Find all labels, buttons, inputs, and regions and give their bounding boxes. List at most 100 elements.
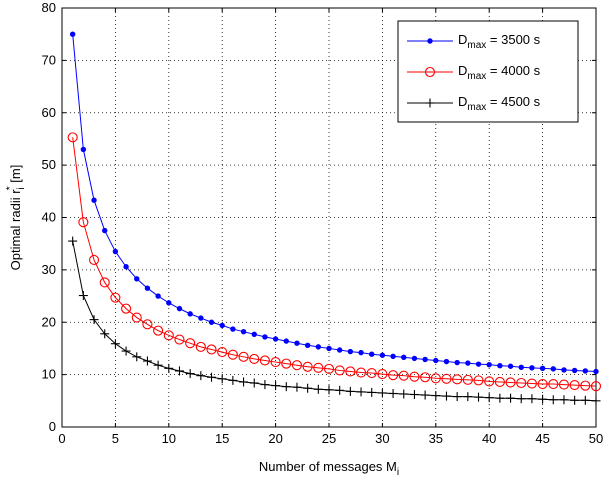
data-point	[67, 132, 78, 143]
data-point	[228, 375, 238, 385]
data-point	[591, 396, 601, 406]
data-point	[313, 362, 324, 373]
y-tick-label: 60	[42, 105, 56, 120]
data-point	[335, 385, 345, 395]
x-tick-label: 20	[268, 431, 282, 446]
data-point	[155, 293, 161, 299]
data-point	[153, 325, 164, 336]
data-point	[123, 264, 129, 270]
data-point	[249, 353, 260, 364]
legend-label: Dmax = 4500 s	[458, 94, 541, 113]
y-tick-label: 10	[42, 367, 56, 382]
x-tick-label: 40	[482, 431, 496, 446]
data-point	[78, 291, 88, 301]
x-tick-label: 15	[215, 431, 229, 446]
data-point	[303, 383, 313, 393]
data-point	[270, 357, 281, 368]
data-point	[281, 358, 292, 369]
data-point	[304, 342, 311, 348]
data-point	[356, 387, 366, 397]
data-point	[185, 369, 195, 379]
x-tick-label: 10	[162, 431, 176, 446]
data-point	[174, 366, 184, 376]
data-point	[388, 370, 399, 381]
data-point	[174, 334, 185, 345]
series	[67, 31, 602, 406]
data-point	[537, 379, 548, 390]
data-point	[163, 330, 174, 341]
data-point	[424, 66, 436, 78]
data-point	[80, 146, 87, 153]
data-point	[366, 368, 377, 379]
data-point	[259, 355, 270, 366]
data-point	[454, 359, 460, 366]
data-point	[217, 374, 227, 384]
data-point	[474, 392, 484, 402]
data-point	[431, 391, 441, 401]
legend-entry-3: Dmax = 4500 s	[407, 94, 541, 113]
data-point	[271, 381, 281, 391]
data-point	[516, 377, 527, 389]
legend-label-rest: = 3500 s	[486, 32, 540, 47]
data-point	[401, 354, 407, 361]
x-axis-label-sub: i	[397, 467, 399, 478]
data-point	[238, 351, 249, 362]
data-point	[345, 386, 355, 396]
data-point	[529, 365, 535, 371]
data-point	[355, 367, 367, 378]
data-point	[411, 355, 418, 362]
data-point	[272, 336, 279, 342]
data-point	[227, 349, 238, 360]
data-point	[78, 217, 89, 228]
data-point	[369, 351, 375, 357]
data-point	[358, 349, 364, 356]
x-tick-label: 35	[429, 431, 443, 446]
y-tick-label: 40	[42, 210, 56, 225]
data-point	[240, 328, 247, 335]
data-point	[153, 360, 163, 370]
data-point	[561, 367, 567, 373]
data-point	[89, 315, 99, 325]
data-point	[409, 371, 420, 382]
data-point	[142, 356, 152, 366]
data-point	[251, 331, 257, 337]
data-point	[550, 366, 556, 372]
x-tick-label: 5	[112, 431, 119, 446]
data-point	[497, 363, 503, 369]
data-point	[398, 370, 409, 381]
data-point	[100, 329, 110, 339]
data-point	[99, 277, 110, 288]
data-point	[388, 388, 398, 398]
legend-label-rest: = 4500 s	[486, 94, 540, 109]
data-point	[377, 388, 387, 398]
data-point	[422, 356, 428, 363]
data-point	[313, 384, 323, 394]
data-point	[249, 378, 259, 388]
data-point	[217, 347, 228, 358]
data-point	[505, 377, 516, 388]
data-point	[134, 276, 140, 282]
legend-label-sub: max	[467, 71, 486, 82]
data-point	[164, 363, 174, 373]
legend-label-sub: max	[467, 40, 486, 51]
data-point	[538, 394, 548, 404]
data-point	[580, 380, 591, 391]
x-tick-label: 50	[589, 431, 603, 446]
data-point	[121, 346, 131, 356]
data-point	[166, 300, 172, 306]
data-point	[187, 311, 193, 317]
data-point	[302, 361, 313, 372]
x-tick-label: 0	[58, 431, 65, 446]
x-tick-label: 30	[375, 431, 389, 446]
data-point	[144, 285, 151, 291]
y-tick-label: 0	[49, 419, 56, 434]
data-point	[559, 395, 569, 405]
data-point	[452, 392, 462, 402]
data-point	[185, 338, 196, 349]
data-point	[379, 352, 386, 358]
data-point	[582, 368, 589, 374]
data-point	[336, 347, 343, 353]
data-point	[208, 319, 215, 325]
data-point	[195, 341, 206, 352]
data-point	[88, 254, 100, 265]
